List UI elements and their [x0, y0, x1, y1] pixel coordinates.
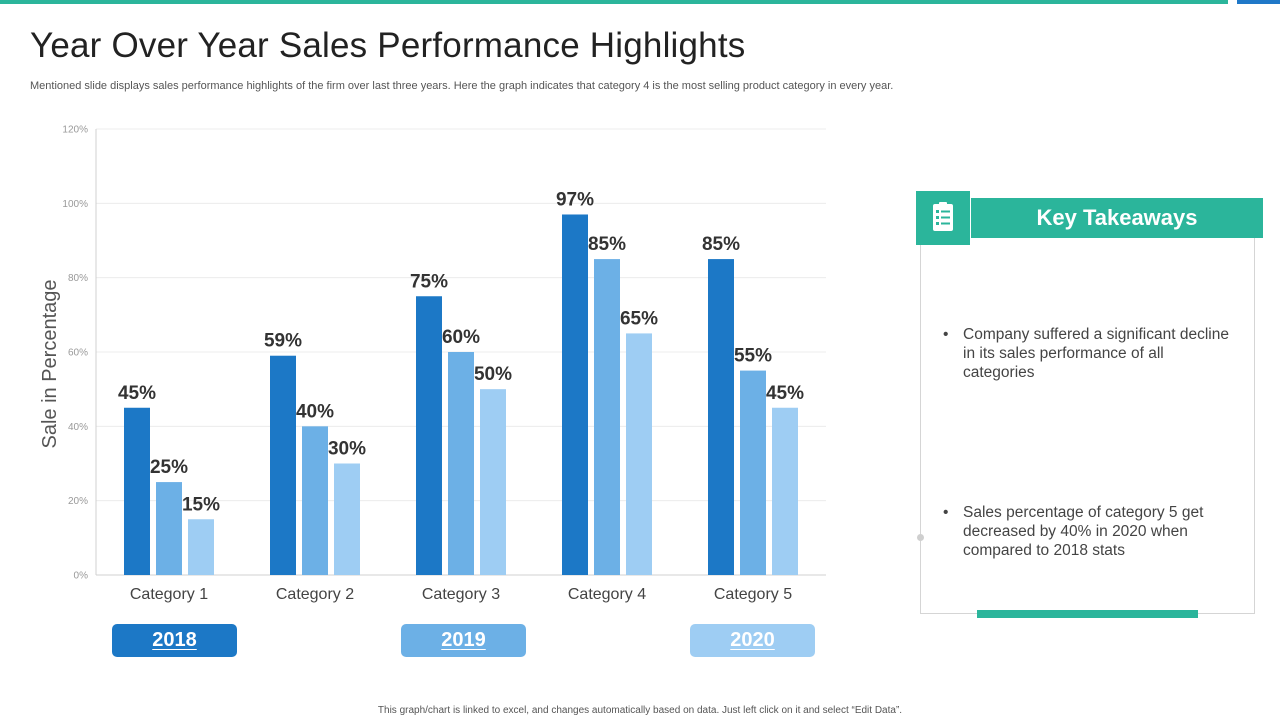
- bar-2018-category-3: [416, 296, 442, 575]
- y-tick-label: 0%: [74, 571, 89, 582]
- data-label: 45%: [766, 383, 804, 404]
- data-label: 15%: [182, 494, 220, 515]
- y-tick-label: 20%: [68, 496, 88, 507]
- takeaway-point-2: • Sales percentage of category 5 get dec…: [943, 503, 1233, 560]
- data-label: 97%: [556, 189, 594, 210]
- legend-2018: 2018: [112, 624, 237, 657]
- data-label: 45%: [118, 383, 156, 404]
- bar-2020-category-1: [188, 519, 214, 575]
- page-title: Year Over Year Sales Performance Highlig…: [30, 26, 746, 65]
- x-tick-label: Category 2: [276, 586, 354, 603]
- bar-2020-category-3: [480, 389, 506, 575]
- bar-2018-category-2: [270, 355, 296, 575]
- legend-2019: 2019: [401, 624, 526, 657]
- timeline-dot: [917, 534, 924, 541]
- footer-note: This graph/chart is linked to excel, and…: [377, 705, 903, 716]
- x-tick-label: Category 5: [714, 586, 792, 603]
- takeaways-icon-box: [916, 191, 970, 245]
- legend-2020: 2020: [690, 624, 815, 657]
- checklist-icon: [933, 202, 953, 231]
- bar-chart[interactable]: 0% 20% 40% 60% 80% 100% 120% Sale in Percentage…: [0, 0, 860, 620]
- data-label: 85%: [702, 234, 740, 255]
- page-subtitle: Mentioned slide displays sales performan…: [30, 80, 894, 92]
- data-label: 50%: [474, 364, 512, 385]
- bullet: •: [943, 326, 949, 343]
- bar-2019-category-1: [156, 482, 182, 575]
- data-label: 60%: [442, 327, 480, 348]
- data-label: 25%: [150, 457, 188, 478]
- bar-2020-category-5: [772, 407, 798, 575]
- top-accent-bar-blue: [1237, 0, 1280, 4]
- bar-2018-category-1: [124, 407, 150, 575]
- y-tick-label: 100%: [62, 199, 88, 210]
- bar-2018-category-4: [562, 214, 588, 575]
- data-label: 65%: [620, 308, 658, 329]
- data-label: 55%: [734, 346, 772, 367]
- takeaways-heading: Key Takeaways: [971, 198, 1263, 238]
- takeaways-bottom-bar: [977, 610, 1198, 618]
- takeaway-point-1: • Company suffered a significant decline…: [943, 325, 1233, 382]
- bar-2020-category-2: [334, 463, 360, 575]
- top-accent-bar: [0, 0, 1228, 4]
- takeaway-text-2: Sales percentage of category 5 get decre…: [963, 504, 1204, 559]
- data-label: 75%: [410, 271, 448, 292]
- data-label: 30%: [328, 439, 366, 460]
- bar-2020-category-4: [626, 333, 652, 575]
- y-axis-label: Sale in Percentage: [39, 279, 61, 448]
- y-tick-label: 120%: [62, 125, 88, 136]
- takeaway-text-1: Company suffered a significant decline i…: [963, 326, 1229, 381]
- bar-2019-category-3: [448, 352, 474, 575]
- legend-2018-label: 2018: [152, 629, 197, 651]
- x-tick-label: Category 4: [568, 586, 646, 603]
- data-label: 40%: [296, 401, 334, 422]
- bullet: •: [943, 504, 949, 521]
- legend-2019-label: 2019: [441, 629, 486, 651]
- bar-2019-category-2: [302, 426, 328, 575]
- y-tick-label: 40%: [68, 422, 88, 433]
- x-tick-label: Category 3: [422, 586, 500, 603]
- bar-2019-category-4: [594, 259, 620, 575]
- bar-2019-category-5: [740, 370, 766, 575]
- legend-2020-label: 2020: [730, 629, 775, 651]
- data-label: 85%: [588, 234, 626, 255]
- x-tick-label: Category 1: [130, 586, 208, 603]
- y-tick-label: 80%: [68, 273, 88, 284]
- y-tick-label: 60%: [68, 348, 88, 359]
- data-label: 59%: [264, 331, 302, 352]
- bar-2018-category-5: [708, 259, 734, 575]
